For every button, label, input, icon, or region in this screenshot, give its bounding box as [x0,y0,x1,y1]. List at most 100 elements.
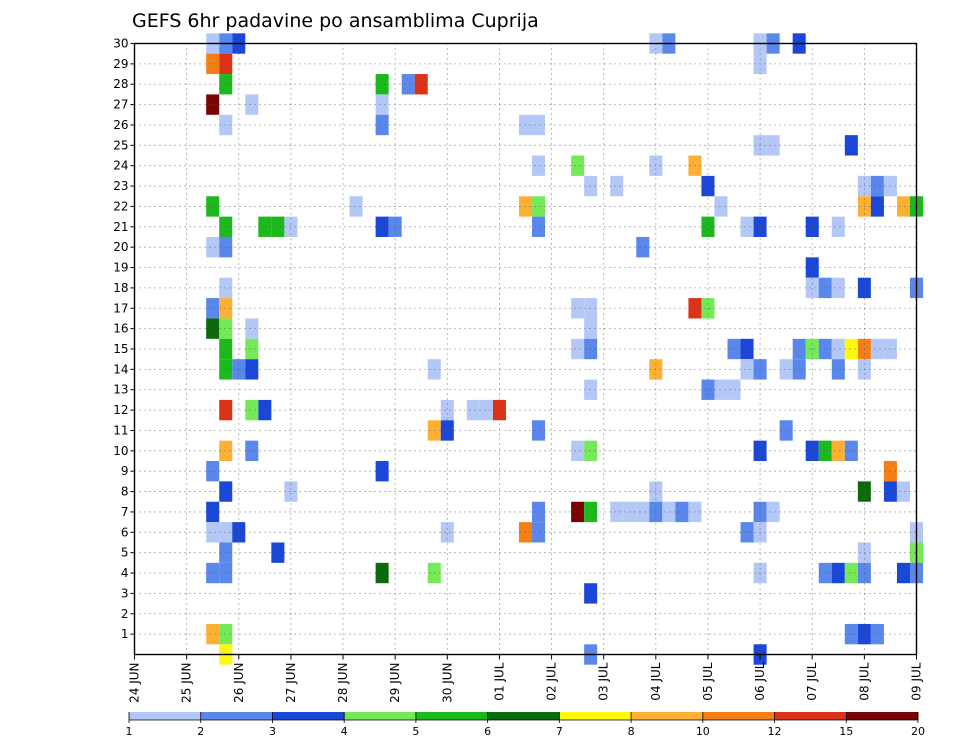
heatmap-cell [857,542,871,563]
heatmap-cell [219,277,233,299]
heatmap-cell [245,318,259,339]
heatmap-cell [219,236,233,258]
y-axis: 1234567891011121314151617181920212223242… [113,37,135,641]
heatmap-cell [857,481,871,502]
legend-swatch [846,712,919,720]
x-tick-label: 02 JUL [545,662,559,700]
y-tick-label: 24 [113,159,128,173]
heatmap-cell [401,74,415,95]
heatmap-cell [245,338,259,360]
y-tick-label: 18 [113,281,128,295]
heatmap-cell [766,135,780,156]
x-tick-label: 07 JUL [805,662,819,700]
heatmap-cell [414,74,428,95]
heatmap-cell [219,338,233,360]
heatmap-cell [701,298,715,319]
heatmap-cell [844,135,858,156]
y-tick-label: 30 [113,37,128,51]
x-tick-label: 27 JUN [284,663,298,703]
heatmap-cell [375,114,389,136]
legend-label: 8 [628,725,635,738]
x-tick-label: 03 JUL [597,662,611,700]
heatmap-cell [440,399,454,421]
heatmap-cell [206,94,220,115]
heatmap-cell [701,216,715,237]
heatmap-cell [805,440,819,462]
heatmap-cell [219,298,233,319]
heatmap-cell [584,175,598,197]
heatmap-cell [219,481,233,502]
y-tick-label: 6 [121,525,129,539]
heatmap-cell [375,461,389,482]
heatmap-cell [649,501,663,523]
heatmap-cell [714,196,728,217]
legend-swatch [631,712,704,720]
heatmap-cell [584,338,598,360]
heatmap-cell [206,53,220,75]
heatmap-cell [219,562,233,584]
x-tick-label: 25 JUN [180,663,194,703]
heatmap-cell [206,318,220,339]
y-tick-label: 3 [121,586,129,600]
heatmap-cell [701,175,715,197]
legend-swatch [487,712,560,720]
heatmap-cell [870,175,884,197]
heatmap-cell [206,522,220,543]
heatmap-cell [219,216,233,237]
y-tick-label: 4 [121,566,129,580]
heatmap-cell [857,175,871,197]
heatmap-cell [427,562,441,584]
heatmap-cell [805,216,819,237]
legend-label: 3 [269,725,276,738]
heatmap-cell [219,53,233,75]
legend-label: 4 [341,725,348,738]
heatmap-cell [740,338,754,360]
legend-label: 12 [768,725,782,738]
legend-label: 10 [696,725,710,738]
heatmap-cell [427,359,441,380]
legend-swatch [559,712,632,720]
heatmap-cell [219,522,233,543]
heatmap-cell [610,501,624,523]
heatmap-cell [206,562,220,584]
heatmap-cell [584,583,598,604]
heatmap-cell [805,277,819,299]
heatmap-cell [740,216,754,237]
heatmap-cell [831,338,845,360]
y-tick-label: 9 [121,464,129,478]
x-tick-label: 05 JUL [701,662,715,700]
heatmap-cell [219,399,233,421]
color-legend: 1 2 3 4 5 6 7 8 10 12 15 20 [126,712,925,738]
legend-swatch [200,712,273,720]
legend-swatch [272,712,345,720]
heatmap-cell [831,216,845,237]
heatmap-cell [375,94,389,115]
x-tick-label: 29 JUN [388,663,402,703]
heatmap-cell [571,440,585,462]
legend-label: 2 [197,725,204,738]
y-tick-label: 20 [113,240,128,254]
heatmap-cell [219,114,233,136]
heatmap-cell [284,481,298,502]
heatmap-cell [896,196,910,217]
heatmap-cell [831,562,845,584]
y-tick-label: 8 [121,485,129,499]
heatmap-cell [649,481,663,502]
heatmap-cell [844,562,858,584]
heatmap-cell [662,501,676,523]
heatmap-cell [440,522,454,543]
heatmap-cell [271,216,285,237]
x-axis: 24 JUN 25 JUN 26 JUN 27 JUN 28 JUN 29 JUN 30 J… [128,654,924,703]
heatmap-cell [571,298,585,319]
heatmap-cell [740,522,754,543]
y-tick-label: 19 [113,261,128,275]
legend-swatch [344,712,417,720]
heatmap-cell [206,623,220,645]
heatmap-cell [219,318,233,339]
heatmap-cell [479,399,493,421]
x-tick-label: 28 JUN [336,663,350,703]
heatmap-cell [206,298,220,319]
y-tick-label: 23 [113,179,128,193]
heatmap-cell [571,155,585,176]
heatmap-cell [636,236,650,258]
